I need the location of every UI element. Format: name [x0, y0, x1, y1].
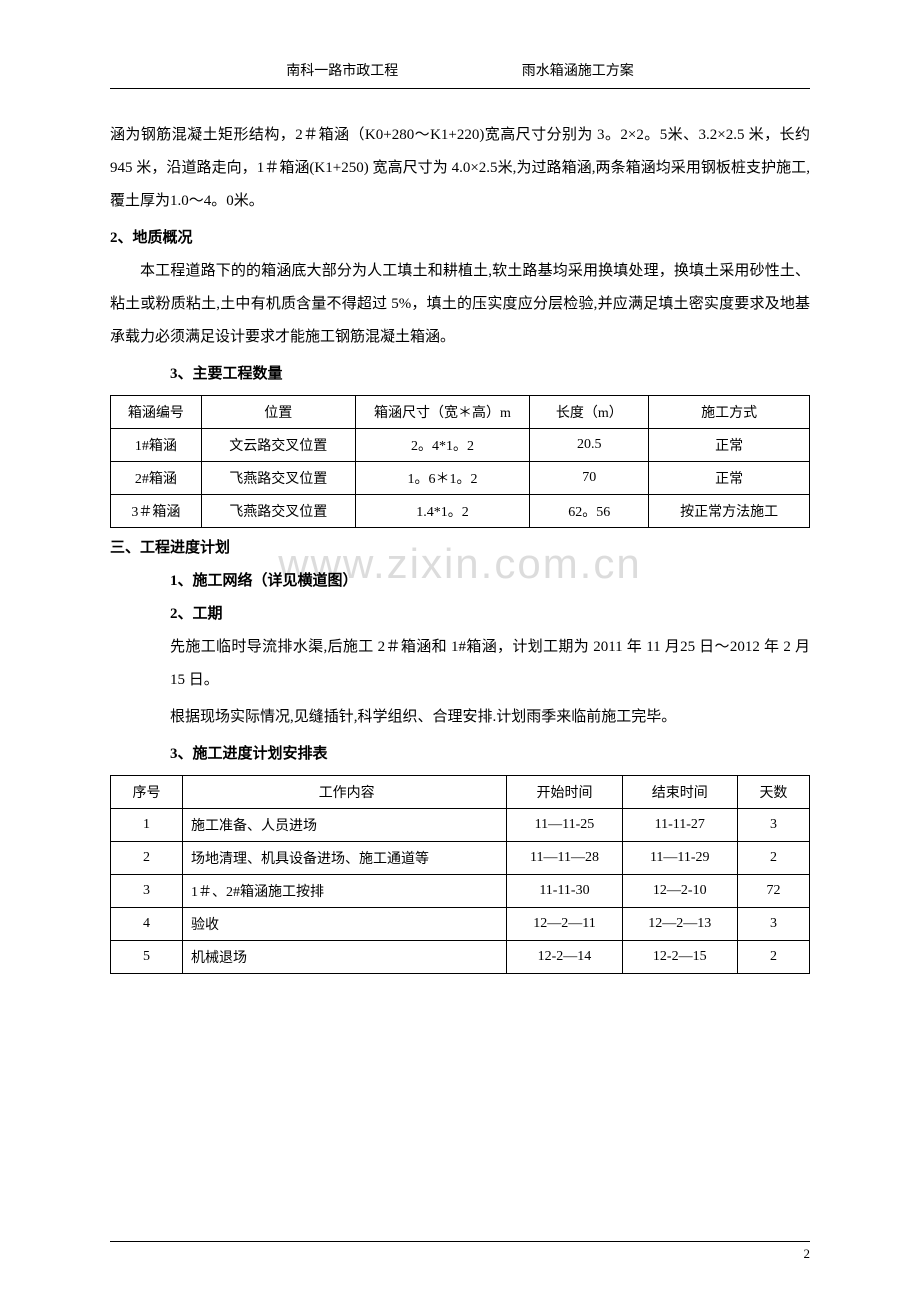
table-row: 3 1＃、2#箱涵施工按排 11-11-30 12—2-10 72: [111, 875, 810, 908]
table-cell: 11-11-27: [622, 809, 737, 842]
table-cell: 3: [737, 908, 809, 941]
table-cell: 1#箱涵: [111, 429, 202, 462]
table-cell: 2#箱涵: [111, 462, 202, 495]
table-header-cell: 开始时间: [507, 776, 622, 809]
header-left-text: 南科一路市政工程: [286, 60, 398, 80]
table-cell: 12-2—14: [507, 941, 622, 974]
table-cell: 70: [530, 462, 649, 495]
table-cell: 12—2—13: [622, 908, 737, 941]
table-cell: 11—11-25: [507, 809, 622, 842]
table-cell: 2: [737, 842, 809, 875]
table-header-cell: 箱涵尺寸（宽＊高）m: [355, 396, 530, 429]
table-cell: 12—2—11: [507, 908, 622, 941]
table-cell: 3: [737, 809, 809, 842]
table-cell: 飞燕路交叉位置: [201, 495, 355, 528]
table-cell: 1.4*1。2: [355, 495, 530, 528]
table-header-cell: 工作内容: [183, 776, 507, 809]
quantity-table: 箱涵编号 位置 箱涵尺寸（宽＊高）m 长度（m） 施工方式 1#箱涵 文云路交叉…: [110, 395, 810, 528]
table-cell: 5: [111, 941, 183, 974]
table-header-cell: 位置: [201, 396, 355, 429]
table-cell: 2: [737, 941, 809, 974]
sub-heading-schedule: 3、施工进度计划安排表: [110, 738, 810, 771]
table-cell: 72: [737, 875, 809, 908]
table-cell: 施工准备、人员进场: [183, 809, 507, 842]
schedule-table: 序号 工作内容 开始时间 结束时间 天数 1 施工准备、人员进场 11—11-2…: [110, 775, 810, 974]
sub-heading-duration: 2、工期: [110, 598, 810, 631]
section-3-title: 三、工程进度计划: [110, 532, 810, 565]
table-row: 3＃箱涵 飞燕路交叉位置 1.4*1。2 62。56 按正常方法施工: [111, 495, 810, 528]
table-cell: 按正常方法施工: [649, 495, 810, 528]
paragraph-2: 本工程道路下的的箱涵底大部分为人工填土和耕植土,软土路基均采用换填处理，换填土采…: [110, 255, 810, 354]
header-right-text: 雨水箱涵施工方案: [522, 60, 634, 80]
table-cell: 3＃箱涵: [111, 495, 202, 528]
footer-divider: [110, 1241, 810, 1242]
paragraph-1: 涵为钢筋混凝土矩形结构，2＃箱涵（K0+280～K1+220)宽高尺寸分别为 3…: [110, 119, 810, 218]
table-cell: 20.5: [530, 429, 649, 462]
table-cell: 11—11-29: [622, 842, 737, 875]
table-cell: 机械退场: [183, 941, 507, 974]
document-content: 南科一路市政工程 雨水箱涵施工方案 涵为钢筋混凝土矩形结构，2＃箱涵（K0+28…: [110, 60, 810, 974]
table-cell: 正常: [649, 462, 810, 495]
table-header-cell: 长度（m）: [530, 396, 649, 429]
sub-heading-network: 1、施工网络（详见横道图）: [110, 565, 810, 598]
table-row: 5 机械退场 12-2—14 12-2—15 2: [111, 941, 810, 974]
table-row: 4 验收 12—2—11 12—2—13 3: [111, 908, 810, 941]
table-header-row: 箱涵编号 位置 箱涵尺寸（宽＊高）m 长度（m） 施工方式: [111, 396, 810, 429]
table-cell: 2。4*1。2: [355, 429, 530, 462]
table-cell: 文云路交叉位置: [201, 429, 355, 462]
table-cell: 12-2—15: [622, 941, 737, 974]
table-row: 2 场地清理、机具设备进场、施工通道等 11—11—28 11—11-29 2: [111, 842, 810, 875]
table-row: 1 施工准备、人员进场 11—11-25 11-11-27 3: [111, 809, 810, 842]
page-header: 南科一路市政工程 雨水箱涵施工方案: [110, 60, 810, 80]
paragraph-3: 先施工临时导流排水渠,后施工 2＃箱涵和 1#箱涵，计划工期为 2011 年 1…: [110, 631, 810, 697]
table-cell: 正常: [649, 429, 810, 462]
table-header-cell: 序号: [111, 776, 183, 809]
table-header-row: 序号 工作内容 开始时间 结束时间 天数: [111, 776, 810, 809]
table-cell: 2: [111, 842, 183, 875]
table-header-cell: 结束时间: [622, 776, 737, 809]
table-cell: 62。56: [530, 495, 649, 528]
table-cell: 12—2-10: [622, 875, 737, 908]
table-cell: 11-11-30: [507, 875, 622, 908]
heading-quantity: 3、主要工程数量: [110, 358, 810, 391]
table-cell: 1＃、2#箱涵施工按排: [183, 875, 507, 908]
table-cell: 4: [111, 908, 183, 941]
table-header-cell: 施工方式: [649, 396, 810, 429]
table-cell: 11—11—28: [507, 842, 622, 875]
heading-geology: 2、地质概况: [110, 222, 810, 255]
table-cell: 1: [111, 809, 183, 842]
page-number: 2: [804, 1246, 811, 1262]
table-cell: 1。6＊1。2: [355, 462, 530, 495]
table-row: 2#箱涵 飞燕路交叉位置 1。6＊1。2 70 正常: [111, 462, 810, 495]
table-cell: 飞燕路交叉位置: [201, 462, 355, 495]
table-row: 1#箱涵 文云路交叉位置 2。4*1。2 20.5 正常: [111, 429, 810, 462]
table-header-cell: 天数: [737, 776, 809, 809]
table-cell: 场地清理、机具设备进场、施工通道等: [183, 842, 507, 875]
table-cell: 3: [111, 875, 183, 908]
header-divider: [110, 88, 810, 89]
table-cell: 验收: [183, 908, 507, 941]
table-header-cell: 箱涵编号: [111, 396, 202, 429]
paragraph-4: 根据现场实际情况,见缝插针,科学组织、合理安排.计划雨季来临前施工完毕。: [110, 701, 810, 734]
